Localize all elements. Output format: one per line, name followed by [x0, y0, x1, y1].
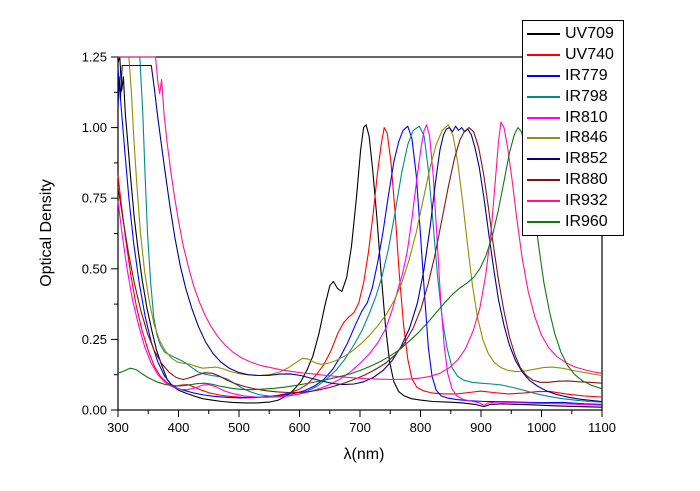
legend-item-label: IR779 — [565, 66, 608, 84]
x-tick-label: 500 — [228, 420, 250, 435]
legend-item: UV740 — [527, 45, 621, 65]
y-axis-label: Optical Density — [38, 179, 55, 287]
y-tick-label: 1.25 — [82, 50, 107, 65]
y-tick-label: 1.00 — [82, 120, 107, 135]
series-line-IR852 — [117, 64, 603, 403]
series-line-IR880 — [117, 127, 603, 394]
x-tick-label: 700 — [349, 420, 371, 435]
legend-item: IR846 — [527, 128, 621, 148]
series-line-IR798 — [118, 56, 603, 403]
legend-item-label: IR932 — [565, 191, 608, 209]
x-tick-label: 1000 — [527, 420, 556, 435]
legend-swatch-line — [527, 220, 560, 223]
plot-frame — [117, 56, 603, 411]
x-tick-label: 900 — [470, 420, 492, 435]
series-line-IR932 — [118, 56, 603, 381]
legend-item-label: IR880 — [565, 170, 608, 188]
y-tick-label: 0.00 — [82, 403, 107, 418]
legend-swatch-line — [527, 199, 560, 202]
legend-swatch-line — [527, 74, 560, 77]
y-tick-label: 0.50 — [82, 261, 107, 276]
series-line-IR846 — [118, 56, 603, 377]
x-tick-label: 300 — [107, 420, 129, 435]
x-tick-label: 600 — [289, 420, 311, 435]
legend-swatch-line — [527, 178, 560, 181]
legend-item: IR852 — [527, 149, 621, 169]
y-tick-label: 0.75 — [82, 191, 107, 206]
series-line-IR810 — [117, 124, 603, 406]
legend-item: IR960 — [527, 212, 621, 232]
legend-item-label: IR798 — [565, 87, 608, 105]
legend-swatch-line — [527, 54, 560, 57]
legend-swatch-line — [527, 137, 560, 140]
legend-item: IR779 — [527, 66, 621, 86]
legend-item-label: IR960 — [565, 212, 608, 230]
legend-item-label: IR852 — [565, 150, 608, 168]
legend-item: IR810 — [527, 108, 621, 128]
series-line-IR779 — [117, 68, 603, 405]
legend-item: IR798 — [527, 87, 621, 107]
y-tick-label: 0.25 — [82, 332, 107, 347]
x-tick-label: 800 — [410, 420, 432, 435]
legend-item: IR880 — [527, 170, 621, 190]
x-tick-label: 400 — [168, 420, 190, 435]
legend-item-label: UV740 — [565, 46, 614, 64]
legend-item: IR932 — [527, 191, 621, 211]
legend-swatch-line — [527, 95, 560, 98]
legend: UV709 UV740 IR779 IR798 IR810 IR846 IR852 IR880… — [522, 20, 624, 236]
legend-item-label: UV709 — [565, 25, 614, 43]
x-axis-label: λ(nm) — [343, 446, 385, 463]
legend-item-label: IR846 — [565, 129, 608, 147]
legend-item: UV709 — [527, 24, 621, 44]
x-tick-label: 1100 — [588, 420, 616, 435]
series-line-UV709 — [117, 56, 603, 408]
legend-swatch-line — [527, 158, 560, 161]
legend-item-label: IR810 — [565, 108, 608, 126]
legend-swatch-line — [527, 33, 560, 36]
legend-swatch-line — [527, 116, 560, 119]
